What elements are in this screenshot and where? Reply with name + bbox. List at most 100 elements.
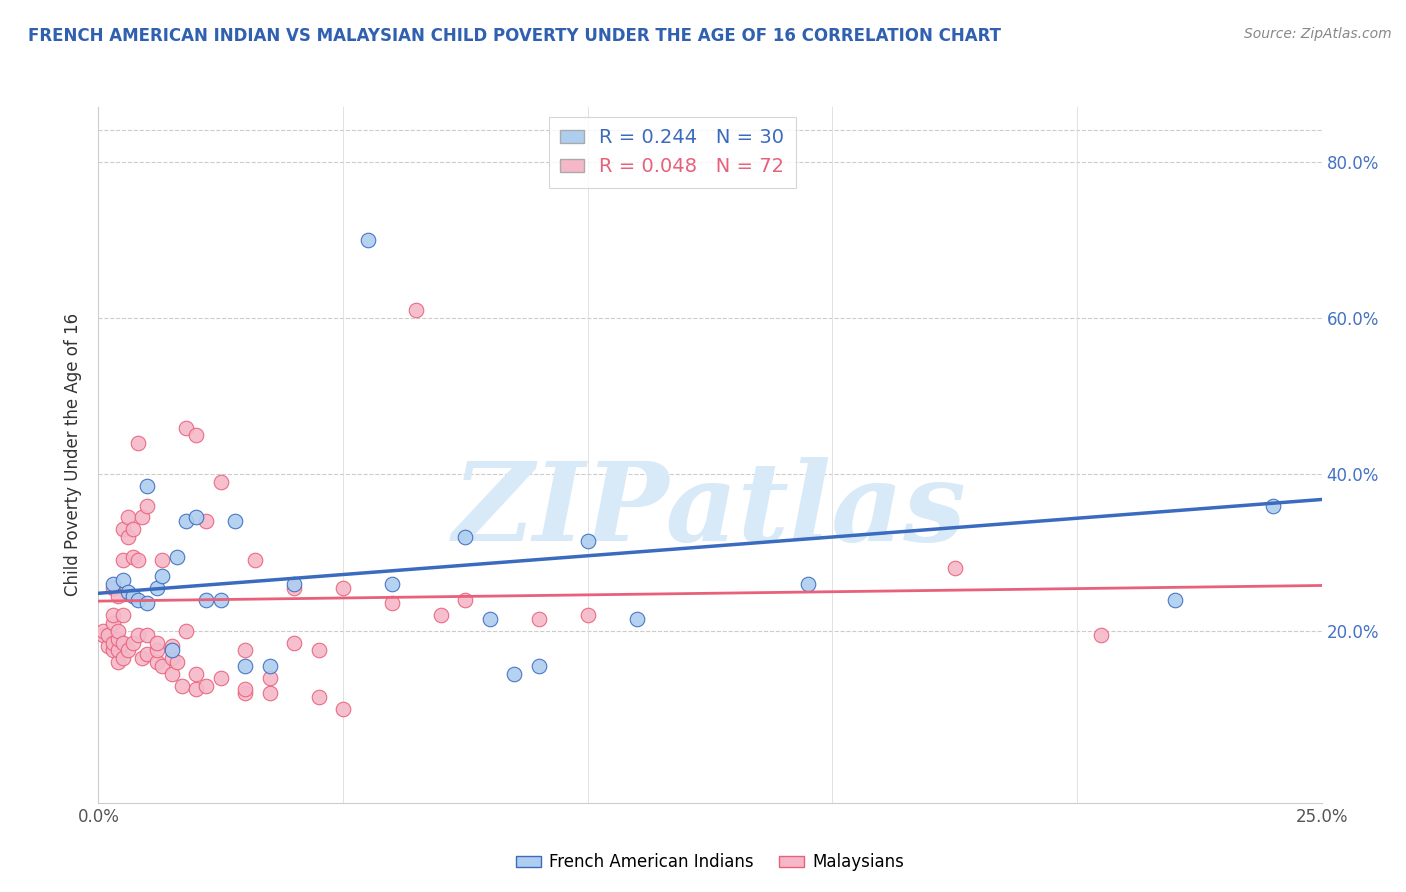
Point [150, 659, 173, 673]
Point [121, 549, 143, 564]
Point [356, 233, 378, 247]
Point [576, 608, 599, 623]
Point [127, 592, 149, 607]
Point [160, 651, 183, 665]
Point [121, 589, 143, 603]
Point [127, 628, 149, 642]
Point [233, 682, 256, 697]
Point [146, 581, 169, 595]
Point [283, 577, 305, 591]
Point [111, 522, 134, 536]
Point [797, 577, 820, 591]
Point [111, 553, 134, 567]
Point [136, 628, 159, 642]
Point [186, 428, 208, 442]
Point [101, 581, 124, 595]
Text: FRENCH AMERICAN INDIAN VS MALAYSIAN CHILD POVERTY UNDER THE AGE OF 16 CORRELATIO: FRENCH AMERICAN INDIAN VS MALAYSIAN CHIL… [28, 27, 1001, 45]
Point [503, 666, 526, 681]
Point [111, 635, 134, 649]
Point [176, 624, 198, 638]
Point [160, 666, 183, 681]
Legend: French American Indians, Malaysians: French American Indians, Malaysians [509, 847, 911, 878]
Point [121, 522, 143, 536]
Point [150, 569, 173, 583]
Point [209, 592, 232, 607]
Point [127, 553, 149, 567]
Point [332, 702, 354, 716]
Point [405, 303, 427, 318]
Point [136, 647, 159, 661]
Text: Source: ZipAtlas.com: Source: ZipAtlas.com [1244, 27, 1392, 41]
Point [186, 666, 208, 681]
Point [150, 553, 173, 567]
Point [308, 690, 330, 705]
Y-axis label: Child Poverty Under the Age of 16: Child Poverty Under the Age of 16 [65, 313, 83, 597]
Point [233, 659, 256, 673]
Point [97, 640, 120, 654]
Point [943, 561, 966, 575]
Point [233, 686, 256, 700]
Point [107, 643, 129, 657]
Point [454, 530, 477, 544]
Point [176, 514, 198, 528]
Point [195, 679, 218, 693]
Point [136, 479, 159, 493]
Point [233, 643, 256, 657]
Point [1090, 628, 1112, 642]
Point [259, 671, 281, 685]
Point [117, 584, 139, 599]
Point [101, 577, 124, 591]
Point [107, 624, 129, 638]
Point [136, 597, 159, 611]
Point [478, 612, 501, 626]
Point [101, 635, 124, 649]
Point [283, 635, 305, 649]
Point [1164, 592, 1187, 607]
Point [166, 655, 188, 669]
Point [146, 655, 169, 669]
Point [195, 592, 218, 607]
Point [166, 549, 188, 564]
Point [136, 499, 159, 513]
Point [146, 635, 169, 649]
Point [454, 592, 477, 607]
Point [127, 436, 149, 450]
Point [131, 510, 153, 524]
Point [308, 643, 330, 657]
Point [117, 643, 139, 657]
Point [117, 510, 139, 524]
Point [111, 573, 134, 587]
Point [107, 655, 129, 669]
Point [259, 686, 281, 700]
Point [111, 608, 134, 623]
Point [243, 553, 266, 567]
Point [97, 628, 120, 642]
Point [101, 608, 124, 623]
Point [259, 659, 281, 673]
Point [186, 682, 208, 697]
Point [224, 514, 246, 528]
Text: ZIPatlas: ZIPatlas [453, 457, 967, 565]
Point [121, 635, 143, 649]
Point [1261, 499, 1284, 513]
Point [146, 643, 169, 657]
Point [91, 628, 114, 642]
Point [209, 671, 232, 685]
Point [160, 643, 183, 657]
Point [170, 679, 193, 693]
Point [117, 530, 139, 544]
Point [195, 514, 218, 528]
Point [209, 475, 232, 490]
Point [107, 589, 129, 603]
Point [576, 533, 599, 548]
Point [381, 577, 404, 591]
Point [332, 581, 354, 595]
Point [101, 615, 124, 630]
Point [160, 640, 183, 654]
Point [626, 612, 648, 626]
Point [176, 420, 198, 434]
Point [111, 651, 134, 665]
Point [283, 581, 305, 595]
Point [430, 608, 453, 623]
Point [107, 632, 129, 646]
